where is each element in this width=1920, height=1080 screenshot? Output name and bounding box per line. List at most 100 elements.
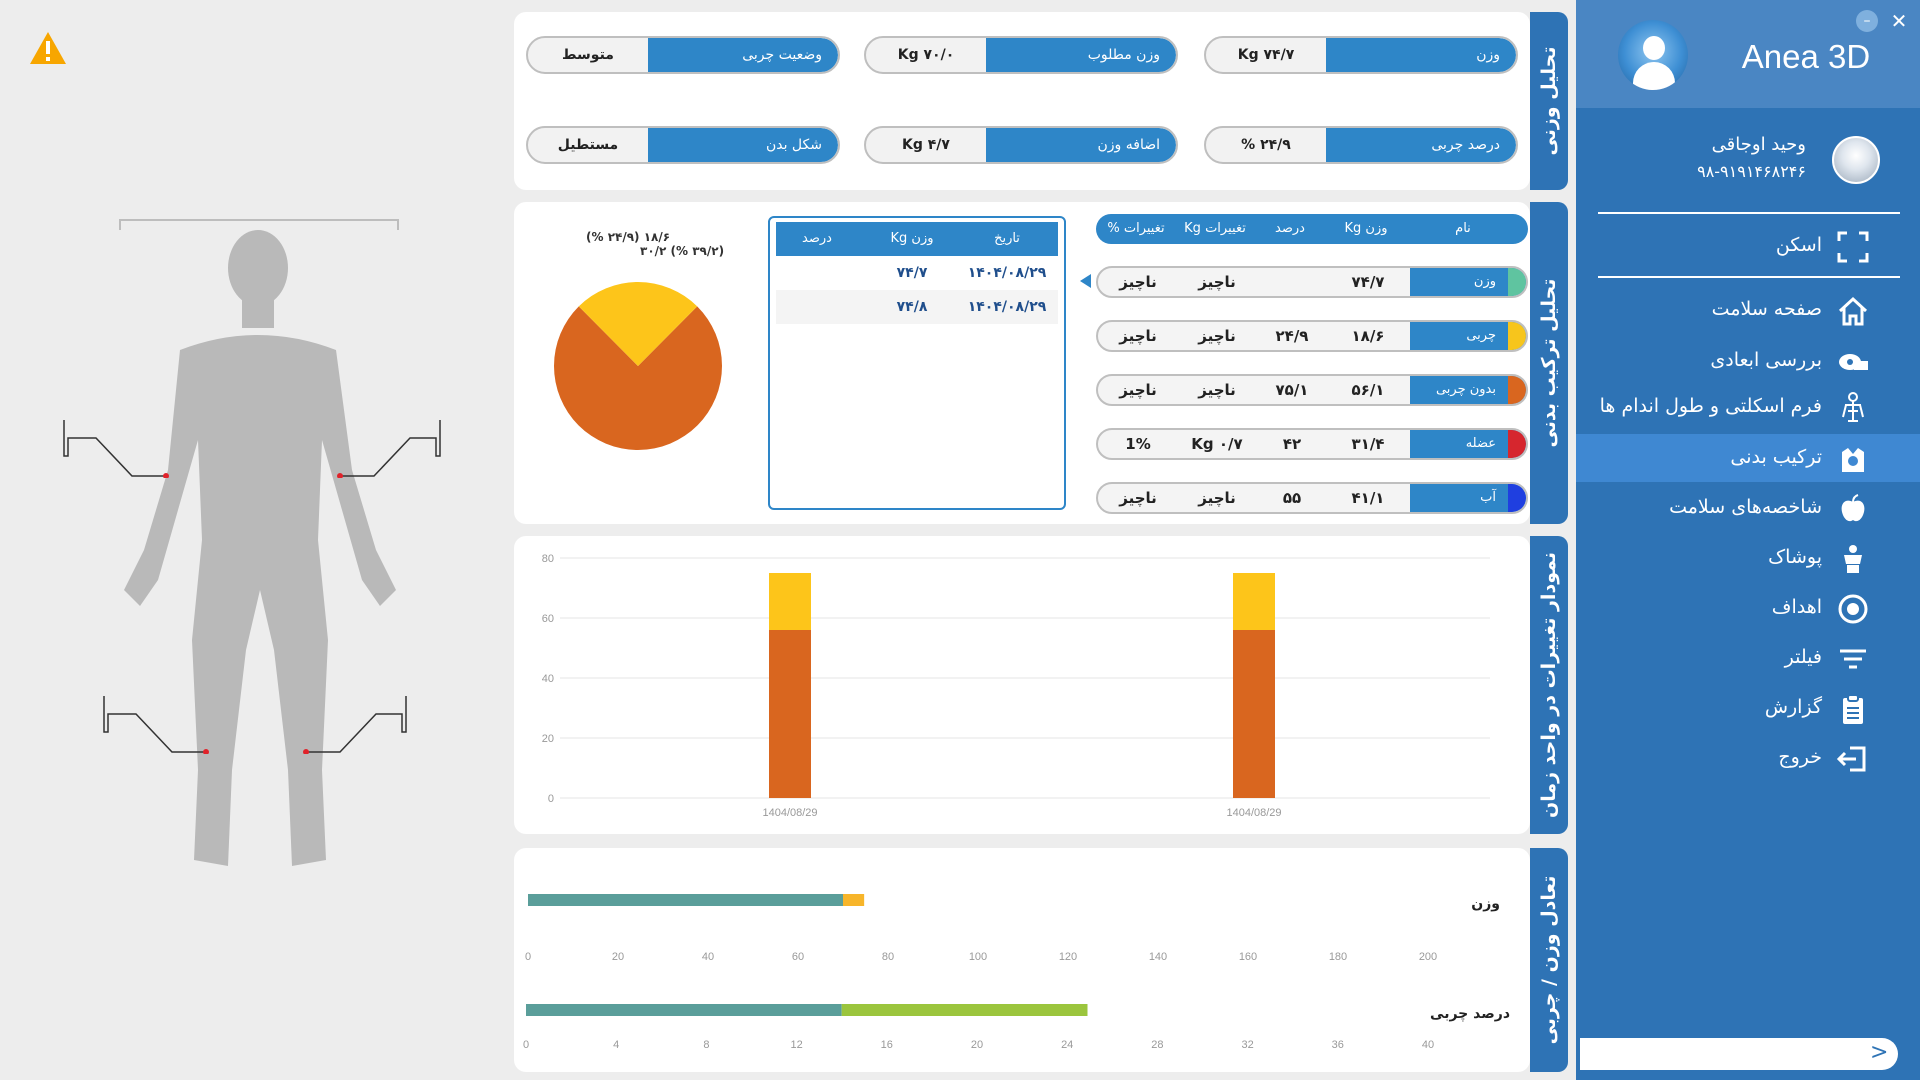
x-tick-label: 100 xyxy=(969,951,987,963)
history-cell-weight: ۷۴/۸ xyxy=(896,299,928,315)
table-row[interactable]: بدون چربی ناچیز ناچیز ۷۵/۱ ۵۶/۱ xyxy=(1096,374,1528,406)
x-tick-label: 0 xyxy=(525,951,531,963)
tab-weight-analysis[interactable]: تحلیل وزنی xyxy=(1530,12,1568,190)
balance-label-weight: وزن xyxy=(1471,896,1500,912)
bar-segment xyxy=(769,630,811,798)
table-row[interactable]: وزن ناچیز ناچیز ۷۴/۷ xyxy=(1096,266,1528,298)
tab-time-chart-label: نمودار تغییرات در واحد زمان xyxy=(1538,552,1560,818)
x-tick-label: 32 xyxy=(1241,1039,1253,1051)
selected-row-pointer xyxy=(1080,274,1091,288)
clipboard-icon xyxy=(1836,692,1870,726)
pie-slice-fat xyxy=(578,282,698,366)
composition-cell-percent: ۵۵ xyxy=(1282,489,1302,507)
bar-segment xyxy=(1233,573,1275,630)
scan-button[interactable]: اسکن xyxy=(1576,222,1920,270)
sidebar-item-clothing[interactable]: پوشاک xyxy=(1576,534,1920,582)
composition-cell-change-pct: ناچیز xyxy=(1119,489,1157,507)
target-icon xyxy=(1836,592,1870,626)
pill-body-shape-label: شکل بدن xyxy=(648,128,838,162)
app-logo-icon xyxy=(1618,20,1688,90)
y-tick-label: 40 xyxy=(542,673,554,685)
sidebar-item-exit[interactable]: خروج xyxy=(1576,734,1920,782)
sidebar-header: Anea 3D – ✕ xyxy=(1576,0,1920,108)
user-name: وحید اوجاقی xyxy=(1711,134,1806,155)
balance-label-fat: درصد چربی xyxy=(1430,1006,1510,1022)
composition-header-weight: وزن Kg xyxy=(1344,221,1388,236)
sidebar-item-body-composition[interactable]: ترکیب بدنی xyxy=(1576,434,1920,482)
sidebar-item-label: شاخصه‌های سلامت xyxy=(1669,496,1822,518)
sidebar-item-target[interactable]: اهداف xyxy=(1576,584,1920,632)
sidebar-item-apple[interactable]: شاخصه‌های سلامت xyxy=(1576,484,1920,532)
table-row[interactable]: چربی ناچیز ناچیز ۲۴/۹ ۱۸/۶ xyxy=(1096,320,1528,352)
composition-cell-percent: ۷۵/۱ xyxy=(1275,381,1309,399)
tab-balance[interactable]: تعادل وزن / چربی xyxy=(1530,848,1568,1072)
composition-cell-percent: ۲۴/۹ xyxy=(1275,327,1309,345)
measure-bracket-left-leg xyxy=(100,694,210,755)
x-tick-label: 80 xyxy=(882,951,894,963)
tab-body-composition[interactable]: تحلیل ترکیب بدنی xyxy=(1530,202,1568,524)
x-tick-label: 0 xyxy=(523,1039,529,1051)
table-row[interactable]: ۷۴/۷ ۱۴۰۴/۰۸/۲۹ xyxy=(776,256,1058,290)
sidebar-item-home[interactable]: صفحه سلامت xyxy=(1576,286,1920,334)
composition-cell-weight: ۳۱/۴ xyxy=(1351,435,1385,453)
pill-fat-status-value: متوسط xyxy=(562,47,614,63)
sidebar-item-label: خروج xyxy=(1778,746,1822,768)
x-tick-label: 140 xyxy=(1149,951,1167,963)
composition-cell-change-kg: ناچیز xyxy=(1198,327,1236,345)
y-tick-label: 80 xyxy=(542,553,554,565)
y-tick-label: 60 xyxy=(542,613,554,625)
x-tick-label: 16 xyxy=(881,1039,893,1051)
sidebar-item-label: اهداف xyxy=(1771,596,1822,618)
x-tick-label: 28 xyxy=(1151,1039,1163,1051)
pill-fat-percent-label: درصد چربی xyxy=(1326,128,1516,162)
minimize-icon[interactable]: – xyxy=(1856,10,1878,32)
history-header-date: تاریخ xyxy=(994,231,1020,246)
composition-header-change-pct: تغییرات % xyxy=(1107,221,1165,236)
sidebar-item-label: بررسی ابعادی xyxy=(1710,349,1822,371)
table-row[interactable]: آب ناچیز ناچیز ۵۵ ۴۱/۱ xyxy=(1096,482,1528,514)
sidebar-collapse-bar[interactable]: > xyxy=(1580,1038,1898,1070)
pill-body-shape-value: مستطیل xyxy=(557,137,619,153)
pill-weight-value: ۷۴/۷ Kg xyxy=(1237,47,1295,63)
table-row[interactable]: عضله 1% ۰/۷ Kg ۴۲ ۳۱/۴ xyxy=(1096,428,1528,460)
pill-weight-label: وزن xyxy=(1326,38,1516,72)
table-row[interactable]: ۷۴/۸ ۱۴۰۴/۰۸/۲۹ xyxy=(776,290,1058,324)
composition-cell-change-kg: ناچیز xyxy=(1198,489,1236,507)
x-tick-label: 180 xyxy=(1329,951,1347,963)
x-tick-label: 24 xyxy=(1061,1039,1073,1051)
sidebar-item-label: فرم اسکلتی و طول اندام ها xyxy=(1599,395,1822,417)
pie-slice-lean xyxy=(554,306,722,450)
app-title: Anea 3D xyxy=(1741,38,1871,75)
composition-cell-change-pct: ناچیز xyxy=(1119,273,1157,291)
pill-excess-weight-value: ۴/۷ Kg xyxy=(902,137,950,153)
sidebar-item-filter[interactable]: فیلتر xyxy=(1576,634,1920,682)
composition-header-change-kg: تغییرات Kg xyxy=(1184,221,1246,236)
warning-icon[interactable] xyxy=(28,30,68,66)
sidebar-item-skeleton[interactable]: فرم اسکلتی و طول اندام ها xyxy=(1576,383,1920,431)
composition-row-name: آب xyxy=(1410,484,1526,512)
x-tick-label: 40 xyxy=(1422,1039,1434,1051)
composition-header-percent: درصد xyxy=(1275,221,1305,236)
history-cell-weight: ۷۴/۷ xyxy=(896,265,928,281)
composition-cell-change-kg: ۰/۷ Kg xyxy=(1191,435,1243,453)
composition-row-color xyxy=(1508,484,1526,512)
skeleton-icon xyxy=(1836,391,1870,425)
time-chart: 0 20 40 60 80 1404/08/29 1404/08/29 xyxy=(530,546,1500,826)
home-icon xyxy=(1836,294,1870,328)
pill-fat-percent: ۲۴/۹ % درصد چربی xyxy=(1204,126,1518,164)
body-figure xyxy=(60,210,450,880)
sidebar: Anea 3D – ✕ وحید اوجاقی ۹۸-۹۱۹۱۴۶۸۲۴۶ اس… xyxy=(1576,0,1920,1080)
close-icon[interactable]: ✕ xyxy=(1890,9,1908,33)
x-tick-label: 12 xyxy=(790,1039,802,1051)
measure-bracket-right-arm xyxy=(336,418,446,479)
sidebar-item-measuring-tape[interactable]: بررسی ابعادی xyxy=(1576,337,1920,385)
pill-desired-weight-value: ۷۰/۰ Kg xyxy=(897,47,955,63)
sidebar-item-clipboard[interactable]: گزارش xyxy=(1576,684,1920,732)
user-avatar[interactable] xyxy=(1832,136,1880,184)
tab-time-chart[interactable]: نمودار تغییرات در واحد زمان xyxy=(1530,536,1568,834)
history-header-percent: درصد xyxy=(802,231,832,246)
chevron-right-icon: > xyxy=(1870,1040,1889,1065)
pie-label-fat: ۱۸/۶ (۲۴/۹ %) xyxy=(586,230,671,244)
balance-bar-segment xyxy=(843,894,865,906)
sidebar-item-label: گزارش xyxy=(1764,696,1822,718)
